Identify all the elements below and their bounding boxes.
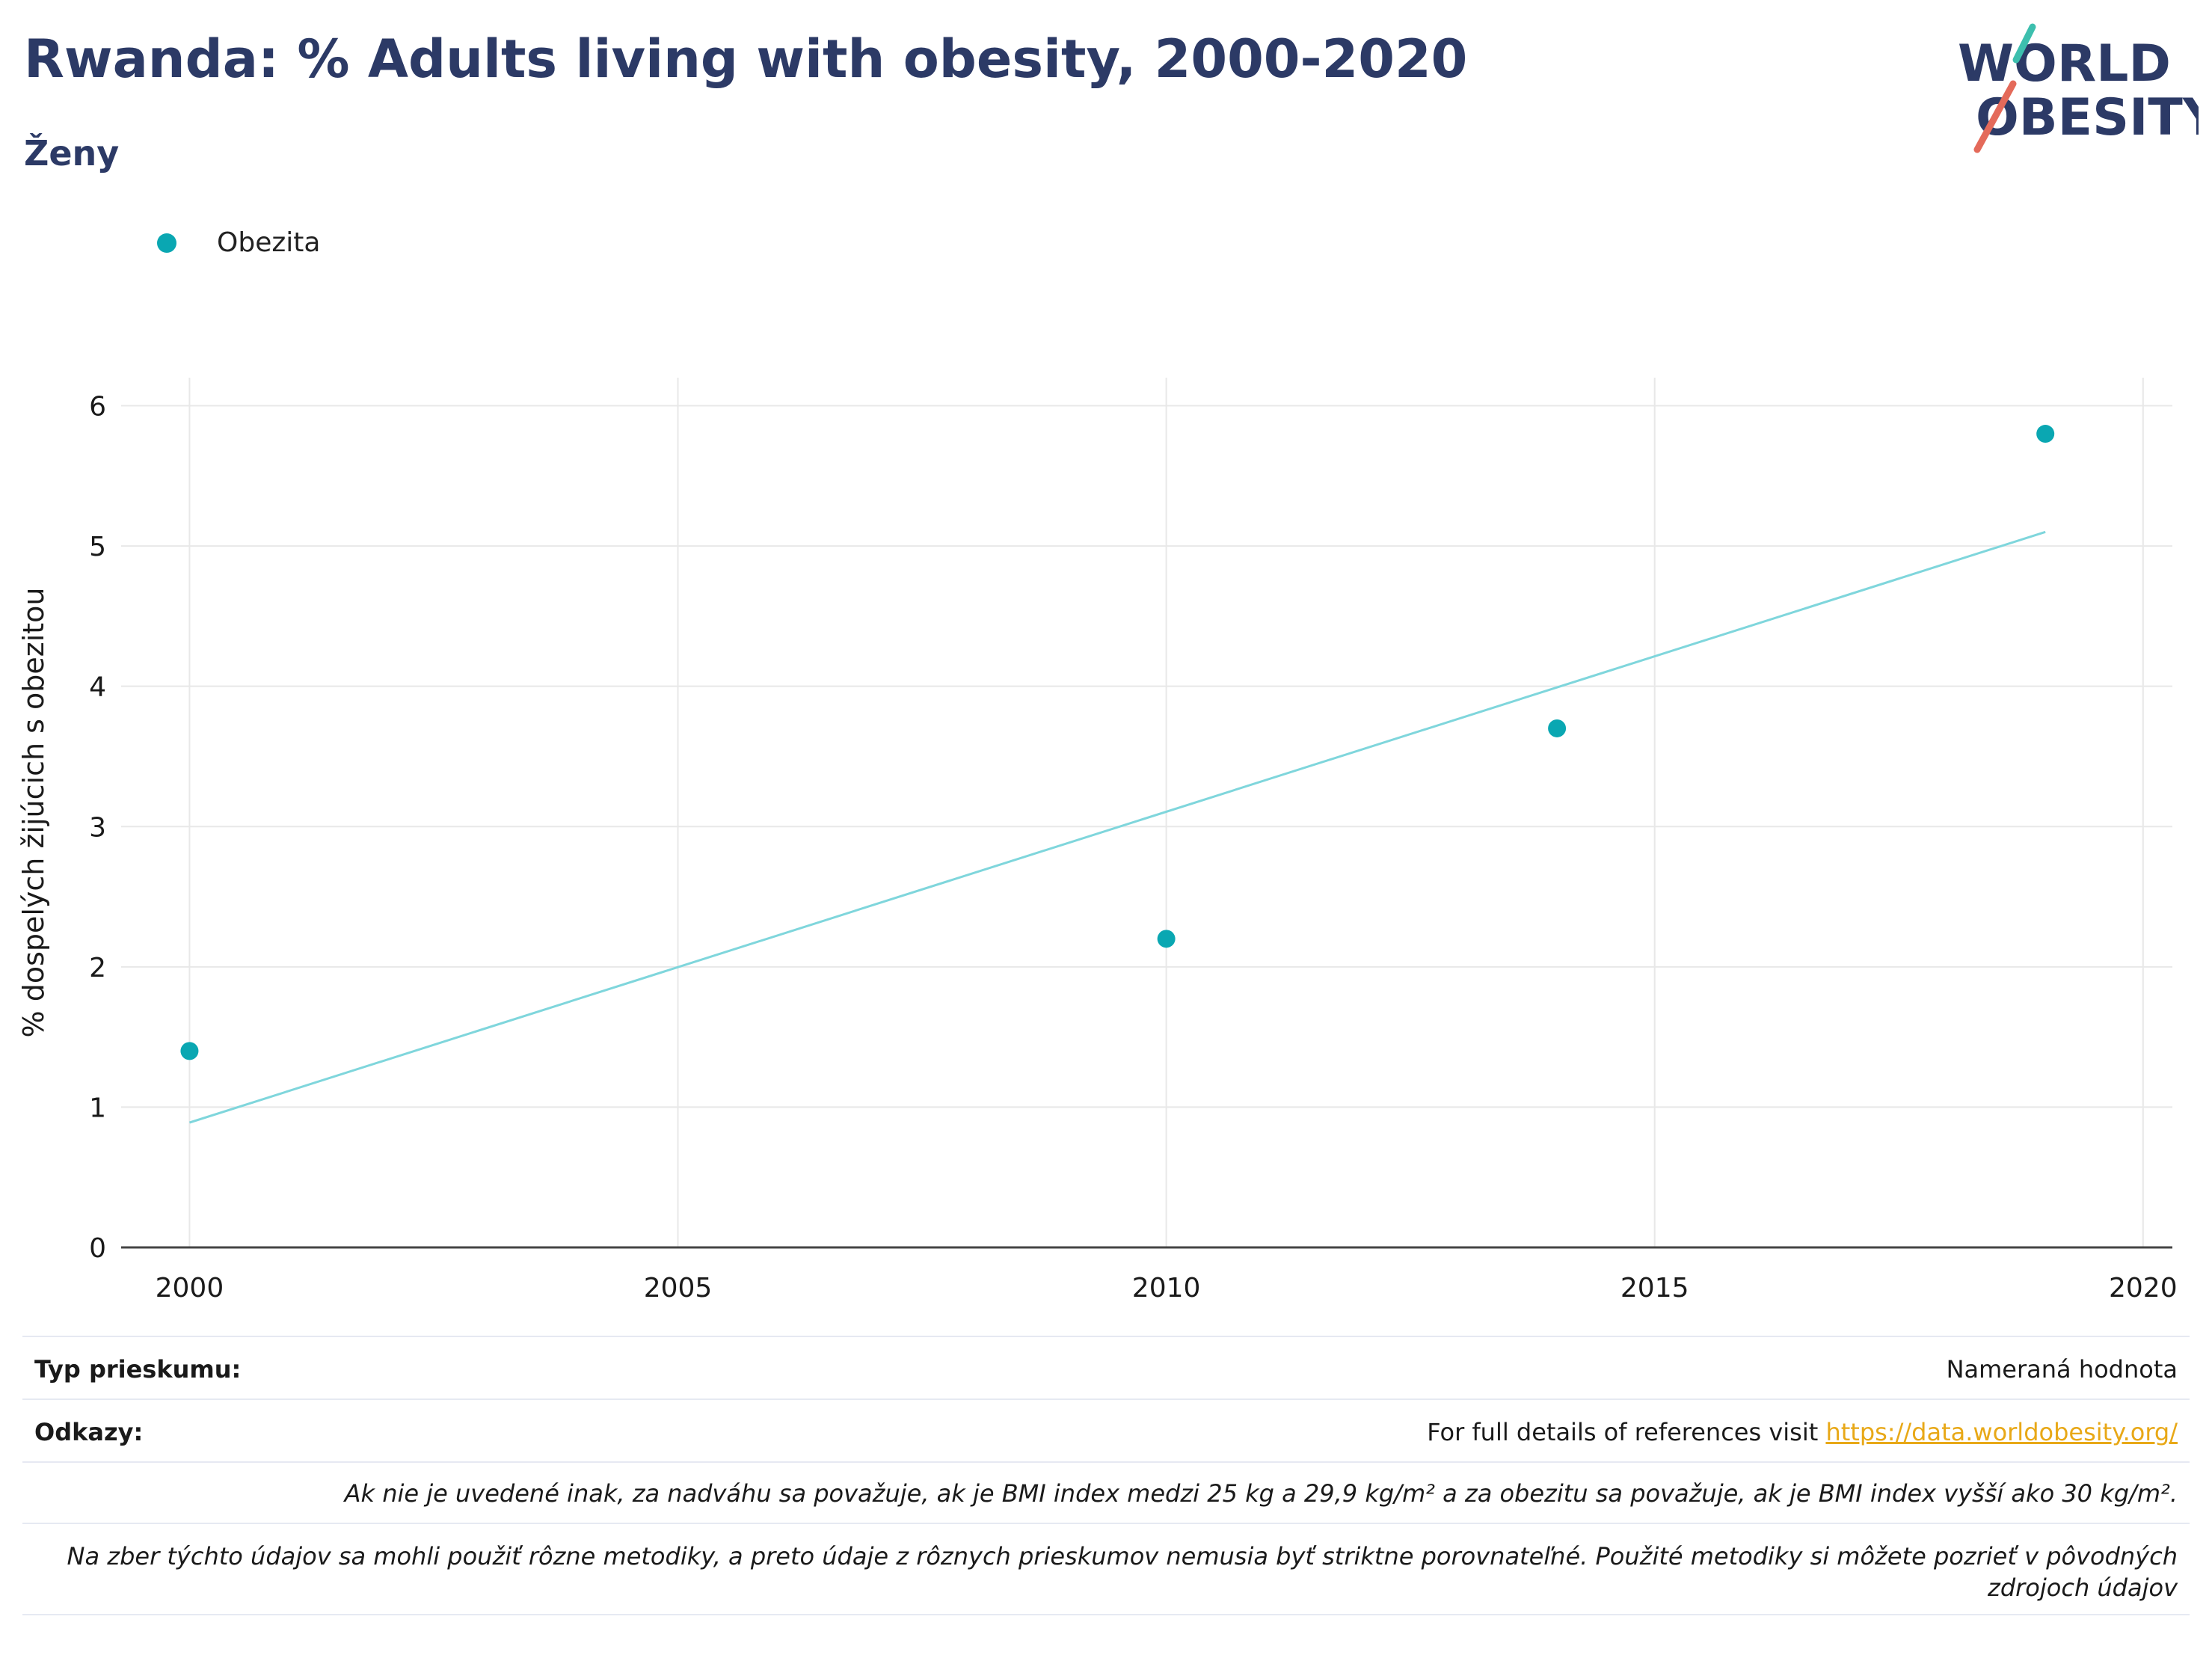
survey-type-value: Nameraná hodnota xyxy=(1946,1355,2178,1384)
references-value: For full details of references visit htt… xyxy=(1427,1418,2178,1446)
data-point[interactable] xyxy=(2036,425,2055,443)
logo-slash-teal xyxy=(2012,23,2036,64)
x-tick-label: 2015 xyxy=(1620,1273,1689,1304)
y-tick-label: 3 xyxy=(89,812,106,843)
axes: 0 1 2 3 4 5 6 2000 2005 2010 2015 2020 xyxy=(89,392,2178,1304)
y-tick-label: 5 xyxy=(89,532,106,562)
y-tick-label: 1 xyxy=(89,1093,106,1123)
y-tick-label: 2 xyxy=(89,953,106,983)
data-point[interactable] xyxy=(1157,930,1176,948)
legend-marker-obezita xyxy=(157,233,176,253)
data-point[interactable] xyxy=(180,1042,199,1060)
chart-subtitle: Ženy xyxy=(24,133,120,174)
logo-text-obesity: OBESITY xyxy=(1976,88,2199,147)
references-link[interactable]: https://data.worldobesity.org/ xyxy=(1825,1418,2178,1446)
x-tick-label: 2020 xyxy=(2109,1273,2178,1304)
data-point[interactable] xyxy=(1548,719,1567,737)
x-tick-label: 2000 xyxy=(156,1273,224,1304)
x-tick-label: 2010 xyxy=(1132,1273,1201,1304)
footer-row-note-methods: Na zber týchto údajov sa mohli použiť rô… xyxy=(22,1523,2190,1615)
methodology-note: Na zber týchto údajov sa mohli použiť rô… xyxy=(67,1542,2178,1602)
trendline-layer xyxy=(188,530,2046,1124)
chart-title: Rwanda: % Adults living with obesity, 20… xyxy=(24,28,1468,90)
logo-text-world: WORLD xyxy=(1958,34,2171,93)
references-text: For full details of references visit xyxy=(1427,1418,1826,1446)
trendline xyxy=(188,530,2046,1124)
y-tick-label: 4 xyxy=(89,672,106,703)
y-tick-label: 0 xyxy=(89,1233,106,1264)
scatter-chart: 0 1 2 3 4 5 6 2000 2005 2010 2015 2020 % dospelých … xyxy=(17,378,2178,1304)
y-tick-label: 6 xyxy=(89,392,106,423)
survey-type-label: Typ prieskumu: xyxy=(34,1355,242,1384)
legend-label-obezita: Obezita xyxy=(217,227,321,258)
references-label: Odkazy: xyxy=(34,1418,144,1446)
bmi-definition-note: Ak nie je uvedené inak, za nadváhu sa po… xyxy=(344,1479,2178,1508)
world-obesity-logo: WORLD OBESITY xyxy=(1958,23,2199,153)
footer-row-survey: Typ prieskumu: Nameraná hodnota xyxy=(22,1336,2190,1398)
logo-slash-coral xyxy=(1973,80,2017,153)
y-axis-title: % dospelých žijúcich s obezitou xyxy=(17,588,50,1038)
chart-footer: Typ prieskumu: Nameraná hodnota Odkazy: … xyxy=(22,1336,2190,1615)
data-points xyxy=(180,425,2055,1060)
footer-row-references: Odkazy: For full details of references v… xyxy=(22,1398,2190,1461)
x-tick-label: 2005 xyxy=(644,1273,713,1304)
footer-row-note-bmi: Ak nie je uvedené inak, za nadváhu sa po… xyxy=(22,1461,2190,1523)
grid-lines xyxy=(121,378,2172,1247)
